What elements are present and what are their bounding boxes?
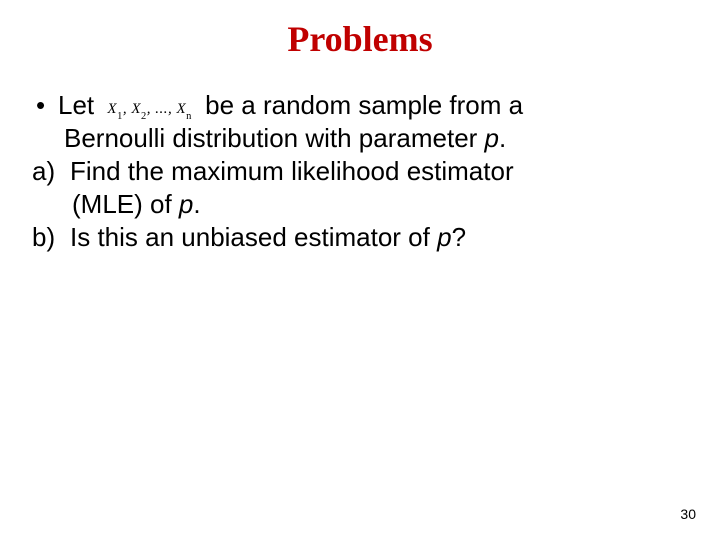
list-item-a: a) Find the maximum likelihood estimator [30, 156, 690, 187]
bullet-marker: • [30, 90, 58, 121]
list-label-b: b) [30, 222, 70, 253]
slide: Problems • Let X1, X2, ..., Xn be a rand… [0, 0, 720, 540]
text-bpre: Is this an unbiased estimator of [70, 222, 437, 252]
bullet-continuation: Bernoulli distribution with parameter p. [30, 123, 690, 154]
param-p-b: p [437, 222, 451, 252]
param-p: p [485, 123, 499, 153]
param-p-a: p [179, 189, 193, 219]
list-label-a: a) [30, 156, 70, 187]
slide-title: Problems [0, 0, 720, 60]
page-number: 30 [680, 506, 696, 522]
text-a2tail: . [193, 189, 200, 219]
text-a2pre: (MLE) of [72, 189, 179, 219]
list-text-b: Is this an unbiased estimator of p? [70, 222, 690, 253]
math-formula: X1, X2, ..., Xn [101, 101, 198, 117]
bullet-item: • Let X1, X2, ..., Xn be a random sample… [30, 90, 690, 121]
list-item-b: b) Is this an unbiased estimator of p? [30, 222, 690, 253]
slide-body: • Let X1, X2, ..., Xn be a random sample… [0, 60, 720, 253]
text-tail1: be a random sample from a [205, 90, 523, 120]
text-let: Let [58, 90, 94, 120]
list-text-a1: Find the maximum likelihood estimator [70, 156, 690, 187]
bullet-text: Let X1, X2, ..., Xn be a random sample f… [58, 90, 690, 121]
list-item-a-cont: (MLE) of p. [30, 189, 690, 220]
text-period: . [499, 123, 506, 153]
text-line2: Bernoulli distribution with parameter [64, 123, 485, 153]
text-btail: ? [452, 222, 466, 252]
